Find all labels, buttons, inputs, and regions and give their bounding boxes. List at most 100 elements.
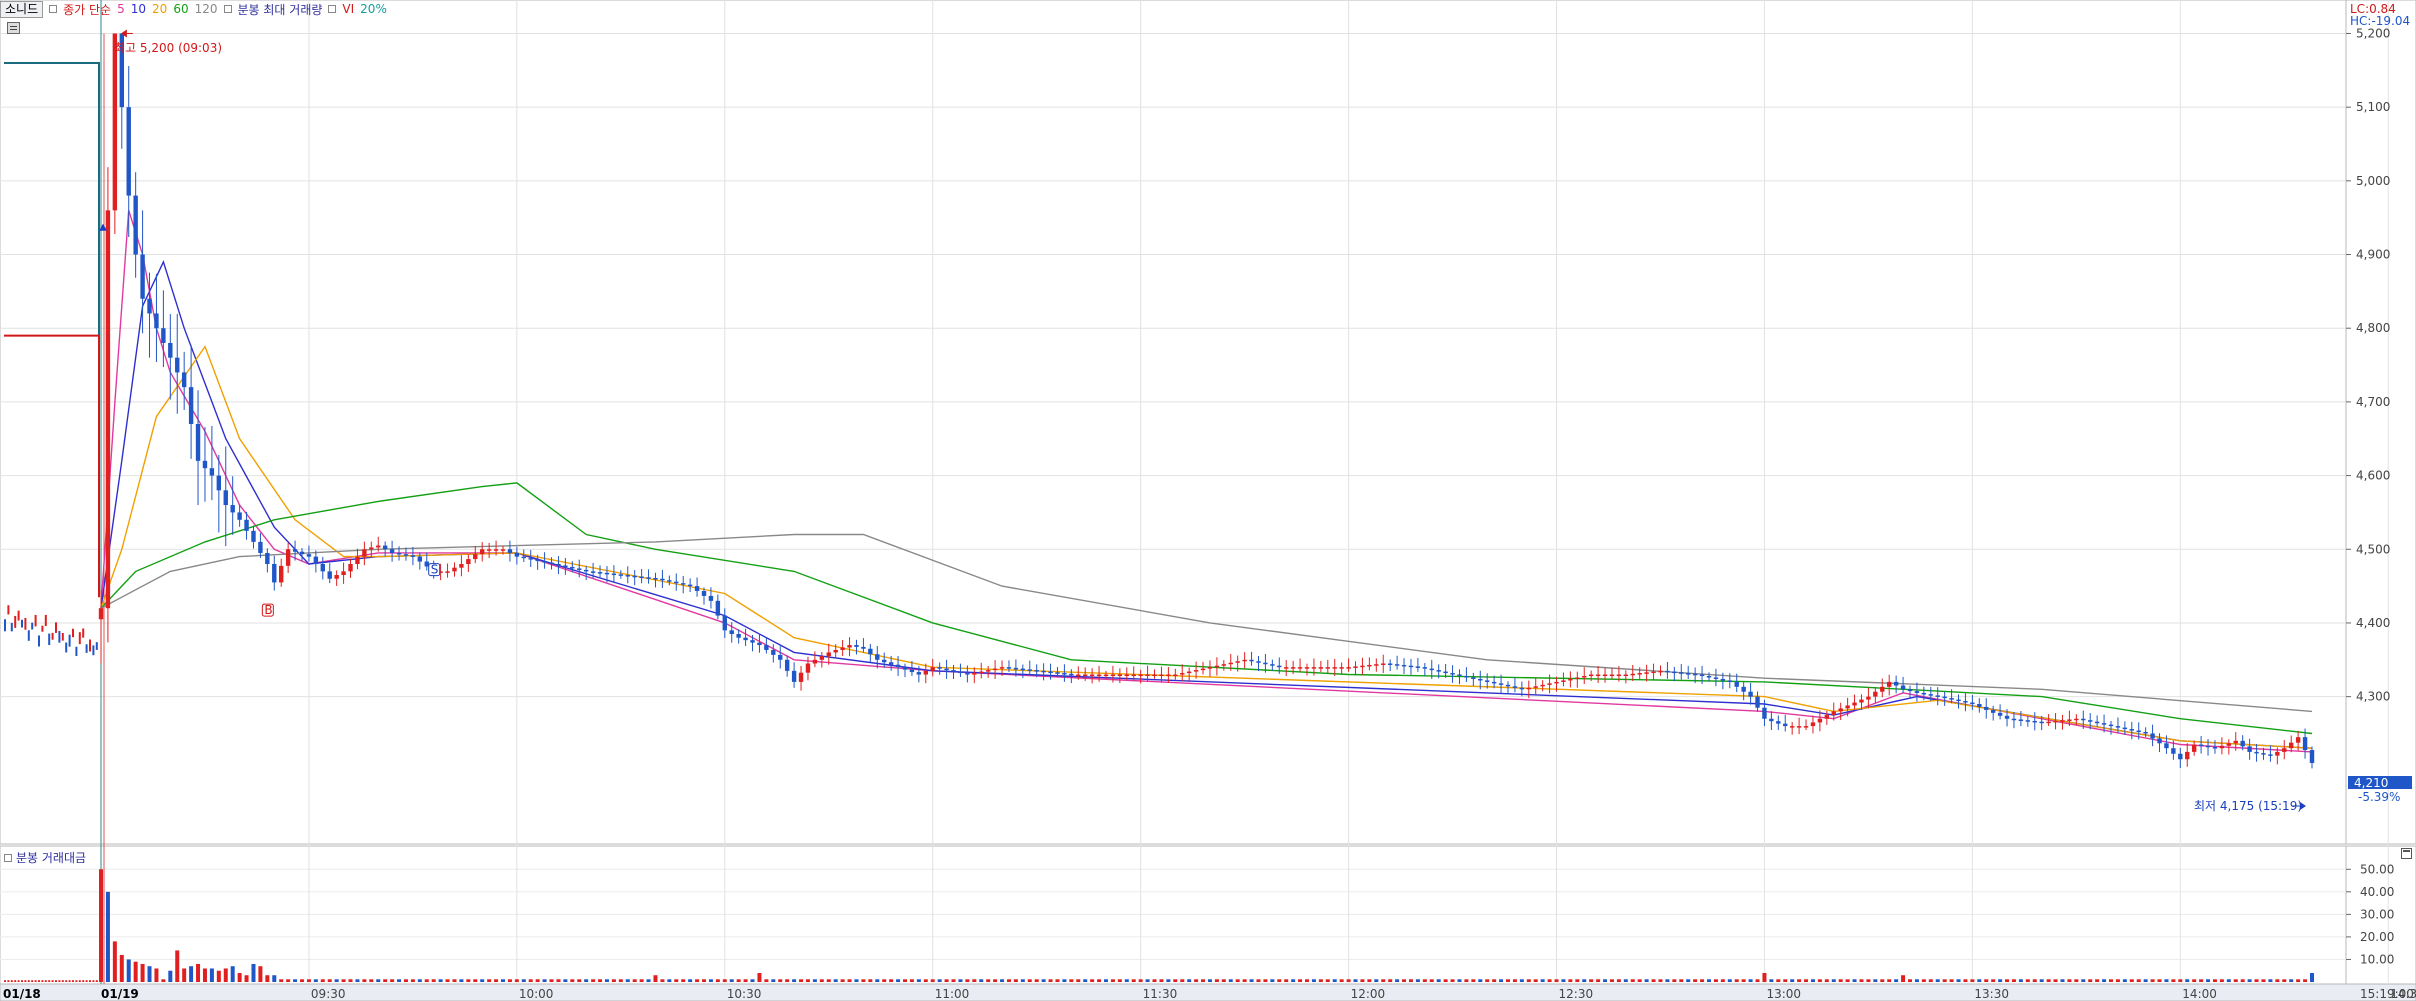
candle-body bbox=[902, 667, 908, 670]
ma-10-label[interactable]: 10 bbox=[130, 2, 147, 16]
volume-bar bbox=[1284, 979, 1289, 982]
vi-value[interactable]: 20% bbox=[360, 2, 387, 16]
volume-bar bbox=[1499, 979, 1504, 982]
volume-bar bbox=[1332, 979, 1337, 982]
volume-bar bbox=[1935, 979, 1940, 982]
candle-body bbox=[1533, 686, 1538, 688]
volume-bar bbox=[584, 979, 589, 982]
time-tick-label: 10:00 bbox=[519, 987, 554, 1001]
candle-body bbox=[237, 512, 242, 520]
candle-body bbox=[1346, 667, 1351, 669]
ma-60-label[interactable]: 60 bbox=[173, 2, 189, 16]
high-annotation: 최고 5,200 (09:03) bbox=[114, 41, 222, 55]
prev-day-volume-bar bbox=[55, 980, 57, 982]
candle-body bbox=[1512, 686, 1518, 688]
candle-body bbox=[1997, 712, 2003, 716]
volume-bar bbox=[2067, 979, 2072, 982]
volume-bar bbox=[1526, 979, 1531, 982]
candle-body bbox=[1679, 672, 1684, 674]
volume-bar bbox=[105, 891, 110, 982]
time-axis-labels: 09:30 10:00 10:30 11:00 11:30 12:00 12:30 13:00… bbox=[311, 987, 2416, 1001]
candle-body bbox=[1006, 667, 1012, 669]
candle-body bbox=[1089, 674, 1095, 677]
candle-body bbox=[972, 673, 977, 675]
candle-body bbox=[1665, 670, 1670, 673]
ma-5-label[interactable]: 5 bbox=[117, 2, 125, 16]
time-tick-label: 14:30 bbox=[2390, 987, 2416, 1001]
volume-bar bbox=[2219, 979, 2224, 982]
candle-body bbox=[2046, 721, 2051, 724]
volume-bar bbox=[833, 979, 838, 982]
volume-bar bbox=[1104, 979, 1108, 982]
volume-bar bbox=[986, 979, 991, 982]
candle-body bbox=[230, 505, 235, 513]
candle-body bbox=[2060, 720, 2065, 722]
ma-60-line bbox=[100, 482, 2313, 735]
candle-body bbox=[1498, 683, 1504, 685]
volume-bar bbox=[376, 979, 381, 982]
candle-body bbox=[778, 654, 783, 660]
volume-bar bbox=[258, 966, 263, 982]
volume-bar bbox=[937, 979, 942, 982]
candle-body bbox=[285, 549, 291, 566]
volume-bar bbox=[847, 979, 852, 982]
volume-bar bbox=[133, 961, 138, 982]
candle-body bbox=[2226, 743, 2232, 746]
volume-bar bbox=[570, 979, 575, 982]
volume-bar bbox=[1214, 979, 1219, 982]
candle-body bbox=[2295, 737, 2301, 743]
candle-body bbox=[2254, 751, 2259, 754]
volume-bar bbox=[2261, 979, 2266, 982]
volume-bar bbox=[979, 979, 984, 982]
prev-day-volume-bar bbox=[82, 980, 85, 982]
candle-body bbox=[729, 630, 734, 634]
menu-icon[interactable] bbox=[7, 22, 20, 34]
candle-body bbox=[750, 640, 755, 643]
volume-bar bbox=[1374, 979, 1379, 982]
candle-body bbox=[570, 566, 575, 569]
volume-bar bbox=[1589, 979, 1594, 982]
candle-body bbox=[258, 541, 263, 553]
candle-body bbox=[195, 424, 201, 461]
sell-signal-label: S bbox=[431, 563, 439, 577]
candle-body bbox=[1221, 664, 1227, 666]
volume-bar bbox=[1242, 979, 1247, 982]
volume-bar bbox=[1783, 979, 1788, 982]
volume-bar bbox=[1720, 979, 1725, 982]
candle-body bbox=[2108, 724, 2114, 727]
candle-body bbox=[1658, 670, 1663, 673]
volume-bar bbox=[1450, 979, 1455, 982]
candle-body bbox=[1824, 715, 1830, 719]
volume-bar bbox=[1402, 979, 1407, 982]
maximize-panel-icon[interactable] bbox=[2401, 848, 2412, 859]
volume-bar bbox=[993, 979, 998, 982]
volume-bar bbox=[1256, 979, 1261, 982]
ma-120-label[interactable]: 120 bbox=[194, 2, 218, 16]
stock-name-box[interactable]: 소니드 bbox=[0, 0, 44, 18]
candle-body bbox=[951, 670, 956, 672]
ma-20-label[interactable]: 20 bbox=[152, 2, 168, 16]
volume-bar bbox=[2240, 979, 2245, 982]
volume-panel-bullet-icon bbox=[4, 853, 12, 862]
prev-day-candle bbox=[72, 628, 74, 638]
volume-bar bbox=[1561, 979, 1566, 982]
candle-body bbox=[355, 556, 360, 564]
volume-bar bbox=[2115, 979, 2120, 982]
candle-body bbox=[2115, 726, 2121, 728]
max-volume-label[interactable]: 분봉 최대 거래량 bbox=[237, 2, 323, 17]
volume-bar bbox=[2212, 979, 2217, 982]
price-line-label[interactable]: 종가 단순 bbox=[63, 2, 112, 17]
candle-body bbox=[2302, 737, 2308, 751]
candle-body bbox=[875, 654, 880, 660]
time-tick-label: 11:30 bbox=[1143, 987, 1178, 1001]
vi-label[interactable]: VI bbox=[342, 2, 355, 16]
candle-body bbox=[1387, 663, 1393, 665]
volume-bar bbox=[369, 979, 374, 982]
volume-bar bbox=[2060, 979, 2065, 982]
volume-bar bbox=[1575, 979, 1580, 982]
candle-body bbox=[2164, 743, 2169, 749]
candle-body bbox=[2094, 721, 2100, 724]
candle-body bbox=[1803, 726, 1809, 728]
candle-body bbox=[1464, 676, 1469, 678]
